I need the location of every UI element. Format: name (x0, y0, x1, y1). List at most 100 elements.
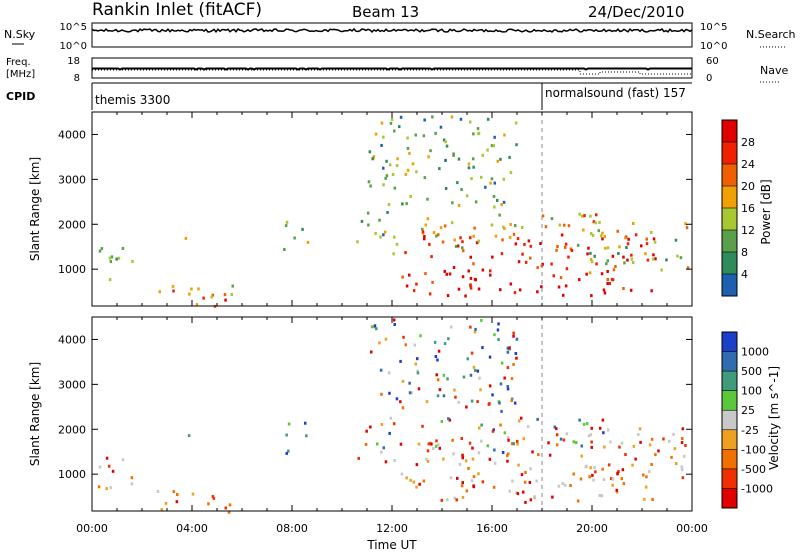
heatmap-cell (501, 451, 505, 454)
heatmap-cell (578, 418, 581, 422)
heatmap-cell (415, 282, 418, 286)
heatmap-cell (467, 166, 471, 170)
heatmap-cell (645, 237, 648, 241)
heatmap-cell (523, 480, 527, 484)
heatmap-cell (395, 242, 399, 246)
heatmap-cell (586, 252, 589, 256)
heatmap-cell (425, 457, 428, 461)
heatmap-cell (360, 219, 364, 223)
heatmap-cell (117, 256, 121, 260)
heatmap-cell (552, 274, 555, 278)
heatmap-cell (470, 399, 474, 403)
heatmap-cell (603, 291, 607, 295)
heatmap-cell (436, 394, 440, 398)
heatmap-cell (606, 282, 609, 285)
heatmap-cell (476, 369, 480, 373)
heatmap-cell (548, 453, 552, 457)
heatmap-cell (470, 479, 474, 483)
heatmap-cell (529, 467, 532, 471)
heatmap-cell (383, 230, 387, 234)
heatmap-cell (590, 445, 593, 449)
heatmap-cell (443, 342, 447, 346)
colorbar-swatch (722, 410, 737, 430)
heatmap-cell (459, 236, 462, 240)
heatmap-cell (488, 457, 492, 461)
heatmap-cell (388, 163, 392, 167)
heatmap-cell (506, 459, 509, 463)
heatmap-cell (434, 355, 438, 358)
heatmap-cell (184, 236, 188, 240)
heatmap-cell (432, 447, 435, 450)
heatmap-cell (481, 346, 484, 350)
heatmap-cell (456, 181, 459, 185)
heatmap-cell (509, 171, 513, 175)
heatmap-cell (435, 234, 438, 238)
heatmap-cell (515, 491, 518, 495)
heatmap-cell (631, 463, 634, 467)
heatmap-cell (503, 133, 506, 137)
heatmap-cell (622, 482, 626, 486)
heatmap-cell (660, 268, 663, 272)
heatmap-cell (626, 242, 630, 246)
heatmap-cell (496, 328, 500, 332)
heatmap-cell (541, 214, 545, 218)
heatmap-cell (405, 476, 408, 480)
heatmap-cell (450, 115, 454, 119)
heatmap-cell (374, 132, 378, 136)
heatmap-cell (490, 144, 494, 148)
heatmap-cell (285, 433, 288, 437)
heatmap-cell (614, 265, 617, 268)
heatmap-cell (424, 223, 427, 227)
heatmap-cell (212, 496, 216, 500)
heatmap-cell (474, 368, 477, 372)
heatmap-cell (384, 460, 388, 464)
heatmap-cell (98, 465, 102, 469)
heatmap-cell (490, 223, 494, 227)
heatmap-cell (108, 256, 112, 260)
heatmap-cell (601, 231, 604, 235)
heatmap-cell (582, 422, 586, 426)
heatmap-cell (506, 350, 510, 354)
heatmap-cell (195, 303, 199, 307)
heatmap-cell (431, 115, 434, 119)
heatmap-cell (539, 242, 542, 245)
heatmap-cell (567, 224, 571, 228)
heatmap-cell (648, 443, 652, 447)
y-tick-label: 1000 (58, 263, 86, 276)
heatmap-cell (536, 266, 539, 270)
heatmap-cell (536, 290, 539, 294)
heatmap-cell (676, 254, 679, 258)
heatmap-cell (624, 236, 627, 240)
heatmap-cell (565, 432, 569, 436)
heatmap-cell (672, 432, 675, 436)
heatmap-cell (461, 453, 464, 457)
heatmap-cell (414, 133, 417, 137)
heatmap-cell (645, 475, 648, 479)
heatmap-cell (223, 293, 227, 297)
heatmap-cell (462, 249, 465, 253)
heatmap-cell (380, 121, 384, 125)
heatmap-cell (393, 129, 396, 133)
heatmap-cell (469, 373, 473, 377)
heatmap-cell (524, 260, 528, 264)
heatmap-cell (514, 352, 518, 355)
heatmap-cell (441, 240, 445, 244)
heatmap-cell (497, 322, 500, 326)
heatmap-cell (190, 287, 193, 291)
heatmap-cell (435, 439, 438, 443)
heatmap-cell (210, 295, 213, 299)
heatmap-cell (105, 487, 108, 491)
heatmap-cell (603, 445, 606, 449)
heatmap-cell (121, 458, 125, 462)
heatmap-cell (514, 121, 518, 125)
heatmap-cell (683, 454, 686, 458)
heatmap-cell (564, 245, 567, 249)
heatmap-cell (607, 463, 611, 467)
heatmap-cell (440, 498, 443, 502)
heatmap-cell (467, 467, 470, 470)
colorbar-swatch (722, 186, 737, 208)
heatmap-cell (437, 233, 440, 237)
cpid-program-2: normalsound (fast) 157 (545, 86, 686, 100)
heatmap-cell (417, 387, 421, 391)
